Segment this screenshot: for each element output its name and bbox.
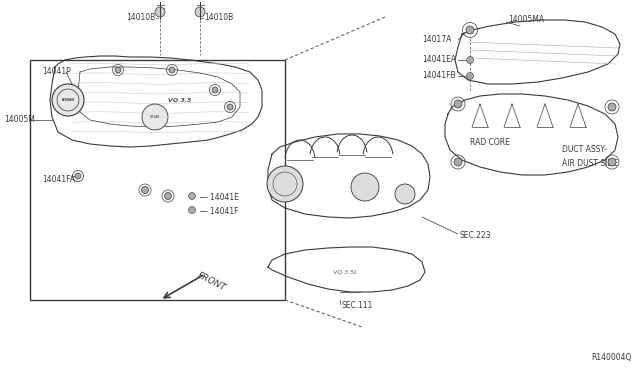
Circle shape — [141, 186, 148, 193]
Text: 14041FB: 14041FB — [422, 71, 456, 80]
Circle shape — [454, 100, 462, 108]
Circle shape — [467, 73, 474, 80]
Text: 14005MA: 14005MA — [508, 16, 544, 25]
Circle shape — [267, 166, 303, 202]
Bar — [30, 60, 285, 300]
Circle shape — [189, 192, 195, 199]
Text: NISSAN: NISSAN — [61, 98, 74, 102]
Circle shape — [75, 173, 81, 179]
Circle shape — [212, 87, 218, 93]
Text: 14041EA: 14041EA — [422, 55, 456, 64]
Text: RAD CORE: RAD CORE — [470, 138, 510, 147]
Text: FRONT: FRONT — [196, 271, 228, 293]
Circle shape — [142, 104, 168, 130]
Text: ― 14041E: ― 14041E — [200, 193, 239, 202]
Text: 14017A: 14017A — [422, 35, 451, 45]
Circle shape — [227, 104, 233, 110]
Circle shape — [466, 26, 474, 34]
Circle shape — [164, 192, 172, 199]
Text: 14010B: 14010B — [204, 13, 233, 22]
Circle shape — [52, 84, 84, 116]
Text: SEC.223: SEC.223 — [460, 231, 492, 241]
Text: VQ 3.5: VQ 3.5 — [168, 97, 192, 103]
Text: 14010B: 14010B — [125, 13, 155, 22]
Text: ― 14041F: ― 14041F — [200, 208, 239, 217]
Text: VQ 3.5L: VQ 3.5L — [333, 269, 357, 275]
Text: 14005M: 14005M — [4, 115, 35, 125]
Circle shape — [351, 173, 379, 201]
Text: NISSAN: NISSAN — [150, 115, 160, 119]
Text: DUCT ASSY-: DUCT ASSY- — [562, 145, 607, 154]
Circle shape — [169, 67, 175, 73]
Circle shape — [115, 67, 121, 73]
Circle shape — [608, 103, 616, 111]
Circle shape — [189, 206, 195, 214]
Text: R140004Q: R140004Q — [591, 353, 632, 362]
Circle shape — [467, 57, 474, 64]
Circle shape — [195, 7, 205, 17]
Circle shape — [608, 158, 616, 166]
Text: SEC.111: SEC.111 — [342, 301, 373, 311]
Text: 14041P: 14041P — [42, 67, 71, 77]
Text: 14041FA: 14041FA — [42, 176, 75, 185]
Text: AIR DUST SIDE: AIR DUST SIDE — [562, 160, 618, 169]
Circle shape — [395, 184, 415, 204]
Circle shape — [454, 158, 462, 166]
Circle shape — [155, 7, 165, 17]
